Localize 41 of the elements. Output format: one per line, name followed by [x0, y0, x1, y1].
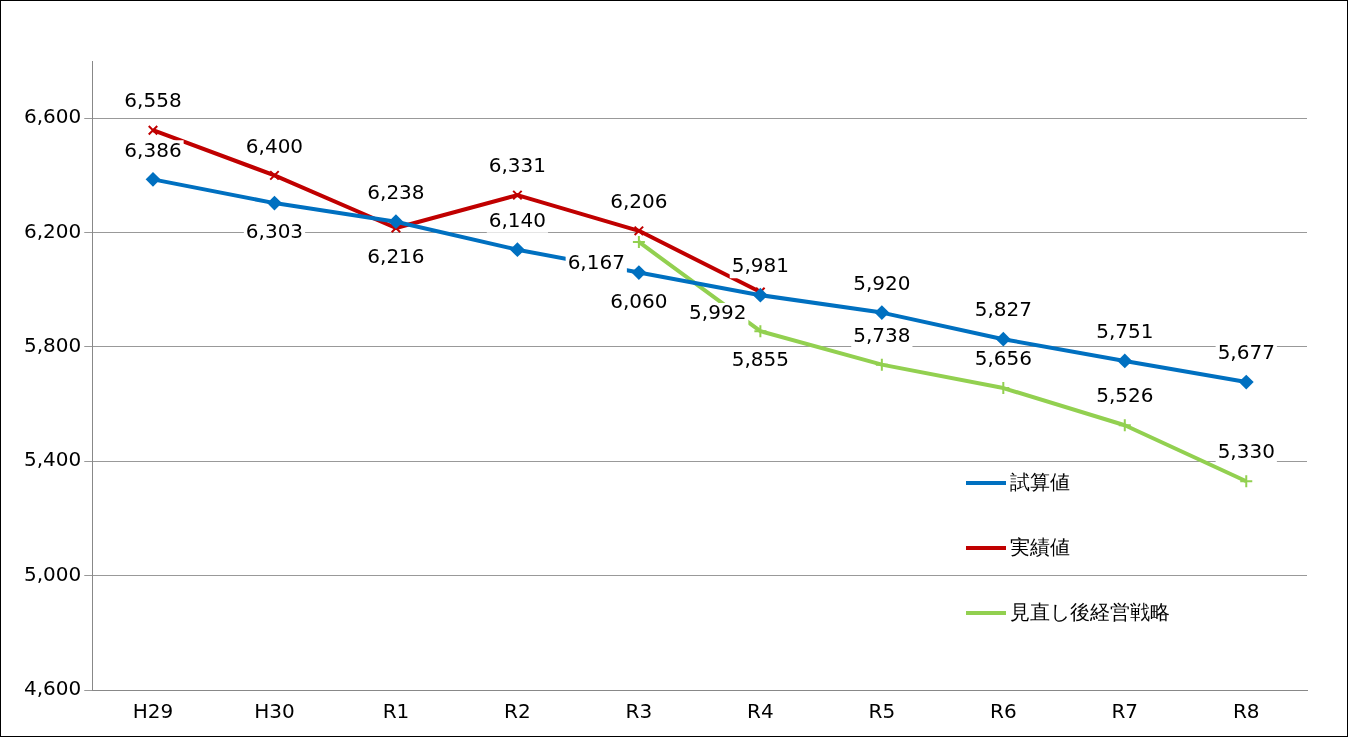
data-label: 5,751 [1096, 319, 1154, 344]
data-label: 6,400 [245, 133, 304, 158]
data-label: 5,992 [689, 300, 747, 325]
data-label: 6,303 [245, 219, 304, 244]
data-label: 5,981 [731, 253, 789, 278]
data-label: 5,827 [974, 297, 1032, 322]
x-tick-label: H30 [254, 699, 295, 724]
y-tick-label: 6,200 [23, 218, 82, 243]
y-tick-label: 5,400 [23, 447, 82, 472]
data-label: 6,331 [488, 153, 547, 178]
x-tick-label: R8 [1232, 699, 1260, 724]
data-label: 6,206 [610, 189, 668, 214]
legend-label: 見直し後経営戦略 [1010, 599, 1170, 626]
data-label: 5,920 [853, 270, 911, 295]
data-label: 6,060 [610, 288, 668, 313]
data-label: 5,330 [1217, 439, 1275, 464]
x-tick-label: R4 [747, 699, 774, 724]
data-label: 6,238 [367, 179, 425, 204]
data-label: 6,167 [567, 250, 625, 275]
y-tick-label: 5,800 [23, 333, 82, 358]
data-label: 5,656 [974, 346, 1032, 371]
y-tick-label: 5,000 [23, 561, 82, 586]
data-label: 5,677 [1217, 340, 1275, 365]
x-tick-label: R6 [990, 699, 1017, 724]
data-label: 5,738 [853, 322, 911, 347]
legend-label: 実績値 [1010, 534, 1070, 561]
data-label: 5,855 [731, 347, 789, 372]
x-tick-label: R1 [382, 699, 410, 724]
x-tick-label: H29 [132, 699, 174, 724]
y-tick-label: 4,600 [23, 676, 82, 701]
x-tick-label: R5 [868, 699, 896, 724]
y-tick-label: 6,600 [23, 104, 82, 129]
data-label: 6,140 [488, 207, 547, 232]
data-label: 6,558 [124, 88, 182, 113]
data-label: 6,216 [367, 244, 425, 269]
x-tick-label: R3 [625, 699, 653, 724]
data-label: 6,386 [124, 137, 182, 162]
data-label: 5,526 [1096, 383, 1154, 408]
x-tick-label: R7 [1111, 699, 1139, 724]
legend-label: 試算値 [1010, 469, 1070, 496]
x-tick-label: R2 [504, 699, 531, 724]
